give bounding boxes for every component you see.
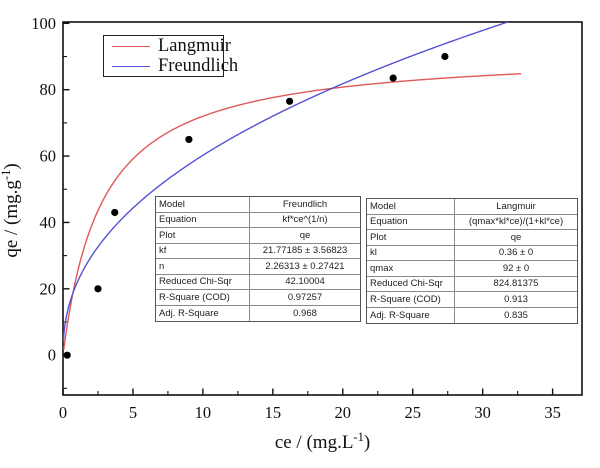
param-label-cell: Adj. R-Square bbox=[367, 307, 455, 323]
table-row: Reduced Chi-Sqr 42.10004 bbox=[156, 274, 360, 290]
table-row: Adj. R-Square 0.835 bbox=[367, 307, 577, 323]
y-tick-label: 100 bbox=[31, 14, 56, 33]
data-point bbox=[111, 208, 119, 217]
x-tick-label: 25 bbox=[404, 403, 421, 422]
param-label-cell: Plot bbox=[156, 228, 250, 243]
data-point bbox=[63, 351, 71, 359]
param-label-cell: Equation bbox=[156, 212, 250, 227]
param-label-cell: Adj. R-Square bbox=[156, 305, 250, 321]
x-axis-title: ce / (mg.L-1) bbox=[275, 430, 370, 453]
x-tick-label: 5 bbox=[129, 403, 137, 422]
x-tick-label: 20 bbox=[335, 403, 352, 422]
table-row: R-Square (COD) 0.913 bbox=[367, 292, 577, 308]
table-row: Plot qe bbox=[367, 230, 577, 246]
legend-item-label: Langmuir bbox=[158, 35, 231, 56]
param-label-cell: n bbox=[156, 259, 250, 274]
param-value-cell: qe bbox=[299, 229, 311, 241]
y-axis: 0 20 40 60 80 100 bbox=[31, 14, 70, 389]
y-tick-label: 80 bbox=[40, 80, 57, 99]
table-row: Equation kf*ce^(1/n) bbox=[156, 212, 360, 228]
param-value-cell: 0.835 bbox=[504, 309, 528, 321]
table-row: R-Square (COD) 0.97257 bbox=[156, 290, 360, 306]
param-value-cell: 0.36 ± 0 bbox=[498, 247, 534, 259]
param-label-cell: kf bbox=[156, 243, 250, 258]
x-tick-label: 0 bbox=[59, 403, 67, 422]
param-label-cell: Model bbox=[367, 199, 455, 214]
param-value-cell: 21.77185 ± 3.56823 bbox=[262, 245, 348, 257]
y-tick-label: 20 bbox=[40, 279, 57, 298]
fit-curves bbox=[63, 22, 522, 350]
table-row: qmax 92 ± 0 bbox=[367, 261, 577, 277]
param-label-cell: R-Square (COD) bbox=[156, 290, 250, 305]
table-row: Model Langmuir bbox=[367, 199, 577, 215]
table-row: kl 0.36 ± 0 bbox=[367, 245, 577, 261]
langmuir-fit-table: Model Langmuir Equation (qmax*kl*ce)/(1+kl*… bbox=[366, 198, 578, 324]
param-label-cell: Reduced Chi-Sqr bbox=[156, 274, 250, 289]
table-row: kf 21.77185 ± 3.56823 bbox=[156, 243, 360, 259]
param-value-cell: 824.81375 bbox=[493, 278, 539, 290]
param-value-cell: qe bbox=[510, 231, 522, 243]
legend-item: Langmuir bbox=[104, 36, 231, 56]
param-value-cell: 2.26313 ± 0.27421 bbox=[265, 260, 345, 272]
data-point bbox=[185, 135, 193, 144]
param-value-cell: Langmuir bbox=[496, 200, 536, 212]
y-axis-title: qe / (mg.g-1) bbox=[0, 163, 22, 257]
x-tick-label: 35 bbox=[544, 403, 561, 422]
data-point bbox=[389, 74, 397, 82]
freundlich-fit-table: Model Freundlich Equation kf*ce^(1/n) Plot qe… bbox=[155, 196, 361, 322]
param-label-cell: Plot bbox=[367, 230, 455, 245]
param-value-cell: kf*ce^(1/n) bbox=[282, 214, 328, 226]
param-value-cell: 0.97257 bbox=[287, 291, 323, 303]
param-value-cell: 0.968 bbox=[293, 307, 317, 319]
table-row: Plot qe bbox=[156, 228, 360, 244]
table-row: Reduced Chi-Sqr 824.81375 bbox=[367, 276, 577, 292]
table-row: Model Freundlich bbox=[156, 197, 360, 213]
x-axis: 0 5 10 15 20 25 30 35 bbox=[59, 388, 561, 422]
param-value-cell: 92 ± 0 bbox=[502, 262, 530, 274]
param-label-cell: Model bbox=[156, 197, 250, 212]
param-value-cell: Freundlich bbox=[282, 198, 328, 210]
x-tick-label: 10 bbox=[195, 403, 212, 422]
data-point bbox=[94, 285, 102, 293]
langmuir-curve bbox=[63, 73, 522, 350]
data-points bbox=[63, 52, 449, 359]
legend-item: Freundlich bbox=[104, 56, 238, 76]
x-tick-label: 15 bbox=[265, 403, 282, 422]
legend-line-swatch bbox=[112, 45, 150, 47]
param-label-cell: R-Square (COD) bbox=[367, 292, 455, 307]
data-point bbox=[286, 97, 294, 105]
param-label-cell: Reduced Chi-Sqr bbox=[367, 276, 455, 291]
plot-frame bbox=[62, 21, 583, 396]
param-value-cell: 42.10004 bbox=[285, 276, 325, 288]
freundlich-curve bbox=[63, 22, 510, 343]
table-row: Equation (qmax*kl*ce)/(1+kl*ce) bbox=[367, 214, 577, 230]
legend: Langmuir Freundlich bbox=[103, 35, 238, 77]
y-tick-label: 60 bbox=[40, 147, 57, 166]
param-label-cell: qmax bbox=[367, 261, 455, 276]
y-tick-label: 40 bbox=[40, 213, 57, 232]
param-value-cell: (qmax*kl*ce)/(1+kl*ce) bbox=[468, 216, 564, 228]
param-value-cell: 0.913 bbox=[504, 293, 528, 305]
table-row: n 2.26313 ± 0.27421 bbox=[156, 259, 360, 275]
x-tick-label: 30 bbox=[474, 403, 491, 422]
table-row: Adj. R-Square 0.968 bbox=[156, 305, 360, 321]
y-tick-label: 0 bbox=[48, 346, 56, 365]
param-label-cell: kl bbox=[367, 245, 455, 260]
param-label-cell: Equation bbox=[367, 214, 455, 229]
legend-line-swatch bbox=[112, 65, 150, 67]
data-point bbox=[441, 52, 449, 61]
legend-item-label: Freundlich bbox=[158, 55, 239, 76]
